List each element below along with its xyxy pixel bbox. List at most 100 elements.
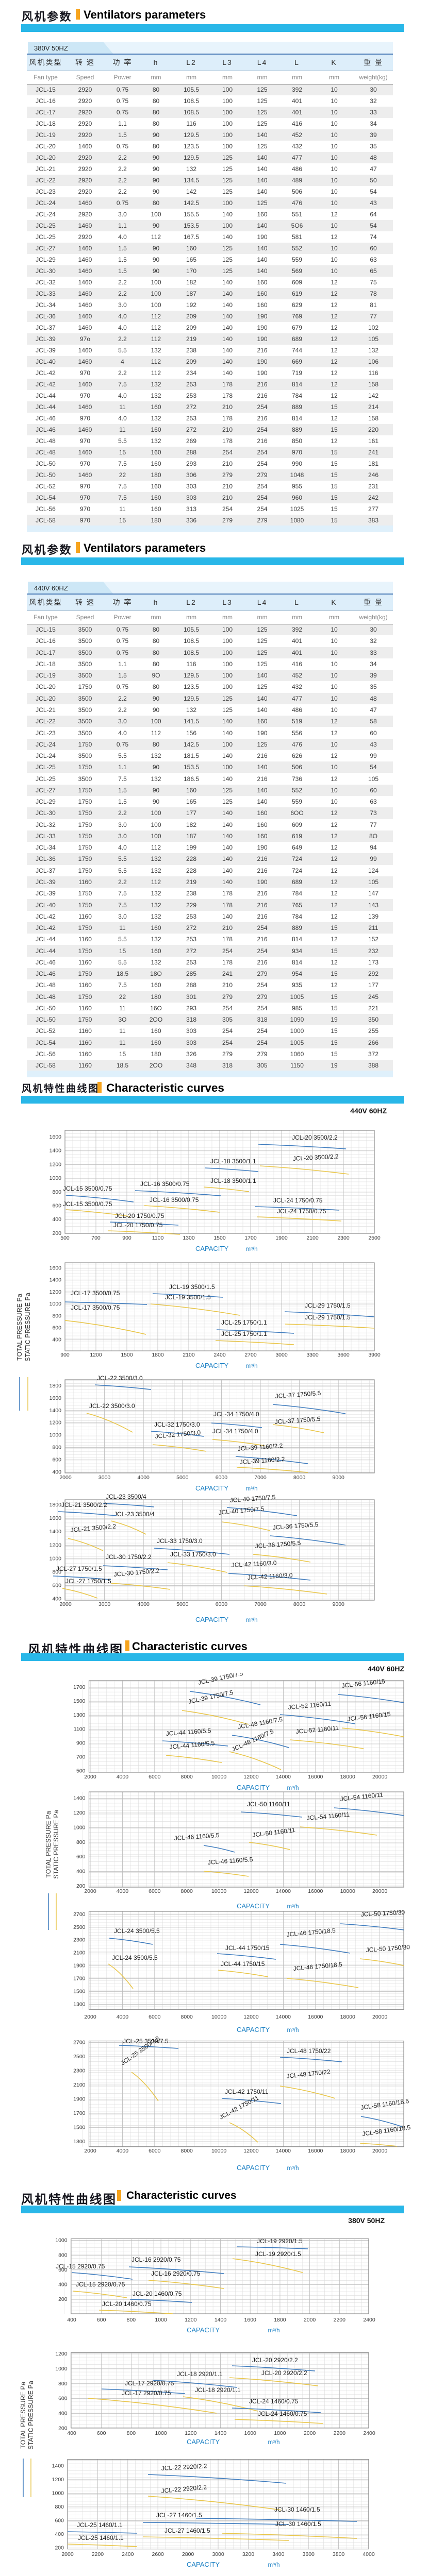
svg-text:JCL-48 1750/22: JCL-48 1750/22 — [286, 2068, 331, 2080]
svg-text:1800: 1800 — [274, 2430, 286, 2436]
svg-text:JCL-20 1750/0.75: JCL-20 1750/0.75 — [113, 1222, 163, 1229]
svg-text:10000: 10000 — [211, 1774, 226, 1780]
svg-text:2800: 2800 — [182, 2551, 194, 2557]
svg-text:1200: 1200 — [90, 1352, 102, 1358]
svg-text:CAPACITY: CAPACITY — [187, 2561, 220, 2568]
svg-text:12000: 12000 — [243, 1774, 258, 1780]
svg-text:m³/h: m³/h — [287, 2165, 299, 2172]
svg-text:JCL-32 1750/3.0: JCL-32 1750/3.0 — [155, 1429, 201, 1440]
svg-text:2700: 2700 — [73, 2040, 86, 2046]
svg-text:700: 700 — [91, 1235, 101, 1241]
svg-text:5000: 5000 — [176, 1601, 189, 1607]
svg-text:8000: 8000 — [181, 2014, 193, 2020]
svg-text:1200: 1200 — [73, 1810, 86, 1816]
svg-text:20000: 20000 — [372, 2014, 387, 2020]
svg-text:JCL-46 1160/5.5: JCL-46 1160/5.5 — [174, 1832, 220, 1842]
svg-text:3900: 3900 — [368, 1352, 381, 1358]
svg-text:JCL-36 1750/5.5: JCL-36 1750/5.5 — [272, 1521, 319, 1531]
svg-text:1600: 1600 — [244, 2317, 257, 2323]
svg-text:400: 400 — [52, 1596, 61, 1602]
svg-text:1100: 1100 — [152, 1235, 164, 1241]
svg-text:JCL-22 3500/3.0: JCL-22 3500/3.0 — [97, 1375, 143, 1382]
svg-text:m³/h: m³/h — [287, 1785, 299, 1791]
svg-text:JCL-16 2920/0.75: JCL-16 2920/0.75 — [131, 2256, 181, 2263]
svg-text:2400: 2400 — [213, 1352, 226, 1358]
svg-text:JCL-42 1750/11: JCL-42 1750/11 — [225, 2088, 269, 2095]
svg-text:JCL-25 1750/1.1: JCL-25 1750/1.1 — [221, 1330, 267, 1337]
svg-text:JCL-17 3500/0.75: JCL-17 3500/0.75 — [71, 1304, 120, 1311]
svg-text:1100: 1100 — [74, 1726, 86, 1732]
svg-text:JCL-20 2920/2.2: JCL-20 2920/2.2 — [261, 2369, 307, 2377]
svg-text:900: 900 — [122, 1235, 131, 1241]
svg-text:JCL-23 3500/4: JCL-23 3500/4 — [114, 1511, 155, 1518]
svg-text:m³/h: m³/h — [246, 1617, 258, 1623]
svg-text:1200: 1200 — [50, 1542, 62, 1548]
svg-text:1200: 1200 — [50, 1420, 62, 1426]
svg-text:1200: 1200 — [185, 2317, 197, 2323]
svg-text:JCL-22 2920/2.2: JCL-22 2920/2.2 — [161, 2483, 207, 2495]
svg-text:JCL-17 3500/0.75: JCL-17 3500/0.75 — [71, 1290, 120, 1297]
svg-text:JCL-17 2920/0.75: JCL-17 2920/0.75 — [125, 2380, 174, 2387]
svg-text:CAPACITY: CAPACITY — [187, 2326, 220, 2334]
svg-text:1200: 1200 — [50, 1161, 62, 1167]
svg-text:1500: 1500 — [213, 1235, 226, 1241]
svg-text:JCL-25 1750/1.1: JCL-25 1750/1.1 — [221, 1319, 267, 1326]
svg-text:JCL-42 1160/3.0: JCL-42 1160/3.0 — [231, 1559, 277, 1569]
svg-text:600: 600 — [58, 2267, 68, 2273]
svg-text:JCL-44 1750/15: JCL-44 1750/15 — [225, 1944, 270, 1952]
svg-text:600: 600 — [97, 2317, 106, 2323]
svg-text:800: 800 — [76, 1839, 86, 1845]
svg-text:JCL-18 2920/1.1: JCL-18 2920/1.1 — [177, 2370, 223, 2378]
svg-text:1900: 1900 — [275, 1235, 288, 1241]
svg-text:1800: 1800 — [50, 1502, 62, 1508]
svg-text:JCL-37 1750/5.5: JCL-37 1750/5.5 — [274, 1415, 321, 1426]
svg-text:JCL-24 1460/0.75: JCL-24 1460/0.75 — [258, 2410, 307, 2417]
svg-text:1000: 1000 — [50, 1432, 62, 1438]
svg-text:900: 900 — [60, 1352, 70, 1358]
svg-text:JCL-20 2920/2.2: JCL-20 2920/2.2 — [252, 2357, 298, 2364]
svg-text:3000: 3000 — [98, 1601, 111, 1607]
svg-text:JCL-27 1460/1.5: JCL-27 1460/1.5 — [164, 2527, 210, 2534]
svg-text:3000: 3000 — [98, 1475, 111, 1481]
svg-text:800: 800 — [52, 1445, 61, 1451]
svg-text:800: 800 — [127, 2317, 136, 2323]
svg-text:1400: 1400 — [73, 1795, 86, 1802]
svg-text:2100: 2100 — [306, 1235, 319, 1241]
svg-text:200: 200 — [58, 2296, 68, 2302]
svg-text:4000: 4000 — [117, 2014, 129, 2020]
svg-text:8000: 8000 — [293, 1475, 306, 1481]
svg-text:JCL-22 3500/3.0: JCL-22 3500/3.0 — [89, 1402, 135, 1410]
svg-text:3300: 3300 — [306, 1352, 319, 1358]
svg-text:2100: 2100 — [73, 1950, 86, 1956]
svg-text:TOTAL PRESSURE Pa: TOTAL PRESSURE Pa — [16, 1294, 23, 1361]
svg-text:10000: 10000 — [211, 1888, 226, 1894]
svg-text:600: 600 — [52, 1456, 61, 1463]
svg-text:JCL-19 3500/1.5: JCL-19 3500/1.5 — [165, 1294, 211, 1301]
svg-text:1700: 1700 — [244, 1235, 257, 1241]
svg-text:JCL-20 3500/2.2: JCL-20 3500/2.2 — [292, 1153, 339, 1162]
svg-text:2400: 2400 — [122, 2551, 134, 2557]
svg-text:CAPACITY: CAPACITY — [195, 1484, 228, 1492]
svg-text:JCL-44 1750/15: JCL-44 1750/15 — [221, 1960, 265, 1968]
svg-text:2600: 2600 — [152, 2551, 164, 2557]
svg-text:2000: 2000 — [84, 1774, 96, 1780]
svg-text:1000: 1000 — [52, 2490, 64, 2496]
svg-text:JCL-42 1160/3.0: JCL-42 1160/3.0 — [247, 1571, 293, 1581]
svg-text:2300: 2300 — [73, 1937, 86, 1943]
svg-text:1900: 1900 — [73, 1963, 86, 1969]
svg-text:800: 800 — [52, 1189, 61, 1195]
svg-text:400: 400 — [67, 2430, 76, 2436]
svg-text:JCL-16 2920/0.75: JCL-16 2920/0.75 — [151, 2270, 201, 2277]
svg-text:CAPACITY: CAPACITY — [195, 1616, 228, 1623]
svg-text:16000: 16000 — [308, 2148, 323, 2154]
svg-text:JCL-15 2920/0.75: JCL-15 2920/0.75 — [56, 2263, 105, 2270]
svg-text:1300: 1300 — [73, 1712, 86, 1718]
svg-text:JCL-33 1750/3.0: JCL-33 1750/3.0 — [170, 1551, 216, 1558]
svg-text:14000: 14000 — [276, 1888, 291, 1894]
svg-text:7000: 7000 — [254, 1601, 267, 1607]
svg-text:1200: 1200 — [55, 2351, 68, 2357]
svg-text:JCL-30 1750/2.2: JCL-30 1750/2.2 — [113, 1567, 160, 1578]
svg-text:CAPACITY: CAPACITY — [237, 2026, 270, 2033]
svg-text:2400: 2400 — [363, 2430, 375, 2436]
svg-text:1700: 1700 — [73, 1976, 86, 1982]
